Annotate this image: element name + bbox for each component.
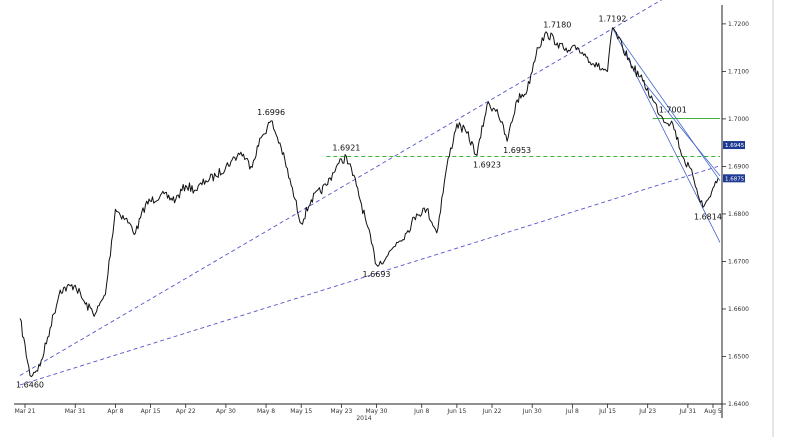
price-badge-label: 1.6945 [725,143,745,149]
x-tick-label: Jun 22 [482,408,502,415]
price-annotation: 1.6814 [694,212,722,221]
x-tick-label: Jun 15 [446,408,466,415]
price-series [19,27,719,378]
descending-channel-line [642,80,721,177]
y-tick-label: 1.7200 [728,21,749,28]
y-tick-label: 1.6500 [728,353,749,360]
price-annotation: 1.6460 [16,380,44,389]
price-line [19,27,719,378]
x-tick-label: Aug 5 [704,408,722,415]
y-tick-label: 1.6700 [728,258,749,265]
x-tick-label: May 15 [290,408,312,415]
x-tick-labels: Mar 21 Mar 31 Apr 8 Apr 15 Apr 22 Apr 30 May 8… [15,404,722,415]
y-tick-label: 1.7000 [728,116,749,123]
x-tick-label: Apr 8 [107,408,123,415]
x-tick-label: Apr 30 [216,408,236,415]
x-tick-label: Jul 15 [598,408,616,415]
x-tick-label: May 30 [366,408,388,415]
x-tick-label: May 8 [257,408,275,415]
trend-channels [19,0,719,386]
y-tick-label: 1.6800 [728,211,749,218]
x-tick-label: Jul 8 [565,408,579,415]
trend-channel-line [19,0,663,376]
x-tick-label: Apr 15 [141,408,161,415]
price-annotation: 1.6953 [503,146,531,155]
x-tick-label: Mar 31 [65,408,86,415]
descending-channel-line [612,27,721,181]
price-annotation: 1.6923 [473,160,501,169]
price-annotation: 1.7192 [599,15,627,24]
price-badge-box [723,141,745,150]
price-badge-box [723,174,745,183]
y-tick-labels: 1.6400 1.6500 1.6600 1.6700 1.6800 1.6900 1.70… [722,21,749,408]
price-annotation: 1.7001 [659,105,687,114]
price-badges: 1.6945 1.6875 [723,141,745,183]
price-annotation: 1.6996 [257,108,285,117]
x-tick-label: Apr 22 [176,408,196,415]
price-annotation: 1.6693 [363,270,391,279]
horizontal-levels [326,117,720,157]
y-tick-label: 1.6400 [728,401,749,408]
x-tick-label: May 23 [330,408,352,415]
trend-channel-line [19,165,719,386]
price-annotation: 1.7180 [543,20,571,29]
x-tick-label: Jul 23 [638,408,656,415]
y-tick-label: 1.6900 [728,163,749,170]
price-annotation: 1.6921 [332,143,360,152]
y-tick-label: 1.6600 [728,306,749,313]
x-tick-label: Jun 8 [413,408,429,415]
x-tick-label: Jun 30 [522,408,542,415]
axes [14,0,774,437]
x-tick-label: Mar 21 [15,408,36,415]
price-badge-label: 1.6875 [725,176,745,182]
x-year-label: 2014 [356,415,371,422]
x-tick-label: Jul 31 [678,408,696,415]
y-tick-label: 1.7100 [728,68,749,75]
